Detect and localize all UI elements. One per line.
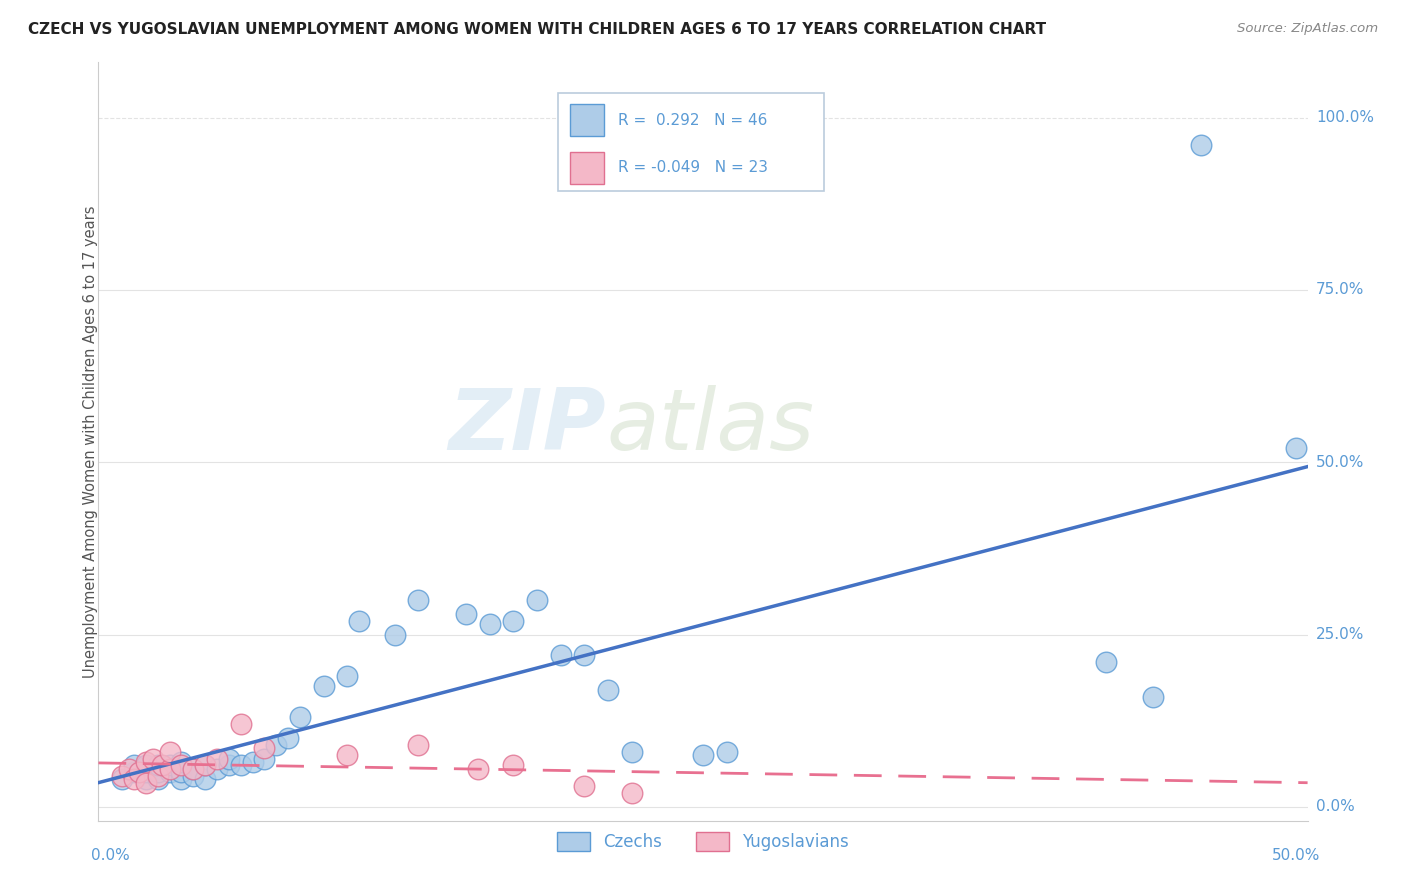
FancyBboxPatch shape bbox=[569, 104, 603, 136]
Point bbox=[122, 765, 145, 780]
Point bbox=[408, 738, 430, 752]
Point bbox=[574, 648, 596, 663]
Point bbox=[1142, 690, 1164, 704]
Point bbox=[135, 765, 157, 780]
Point bbox=[135, 755, 157, 769]
Text: 50.0%: 50.0% bbox=[1271, 848, 1320, 863]
Text: atlas: atlas bbox=[606, 384, 814, 468]
Point bbox=[122, 772, 145, 787]
Text: CZECH VS YUGOSLAVIAN UNEMPLOYMENT AMONG WOMEN WITH CHILDREN AGES 6 TO 17 YEARS C: CZECH VS YUGOSLAVIAN UNEMPLOYMENT AMONG … bbox=[28, 22, 1046, 37]
Text: ZIP: ZIP bbox=[449, 384, 606, 468]
Point bbox=[467, 762, 489, 776]
Point bbox=[598, 682, 620, 697]
Point bbox=[205, 762, 228, 776]
Point bbox=[478, 617, 501, 632]
Point bbox=[181, 762, 204, 776]
Point bbox=[229, 717, 252, 731]
Text: 50.0%: 50.0% bbox=[1316, 455, 1364, 470]
Point bbox=[111, 769, 134, 783]
FancyBboxPatch shape bbox=[558, 93, 824, 191]
Point bbox=[620, 786, 643, 800]
Text: 100.0%: 100.0% bbox=[1316, 110, 1374, 125]
Point bbox=[152, 758, 174, 772]
Point bbox=[159, 758, 181, 772]
Text: 0.0%: 0.0% bbox=[1316, 799, 1354, 814]
Point bbox=[170, 758, 193, 772]
Point bbox=[146, 769, 169, 783]
Point bbox=[159, 765, 181, 780]
Point bbox=[146, 758, 169, 772]
Point bbox=[408, 593, 430, 607]
Point bbox=[277, 731, 299, 745]
Point bbox=[502, 614, 524, 628]
Point bbox=[181, 769, 204, 783]
Point bbox=[288, 710, 311, 724]
Point bbox=[242, 755, 264, 769]
Point bbox=[170, 755, 193, 769]
Point bbox=[502, 758, 524, 772]
Point bbox=[135, 776, 157, 790]
Point bbox=[692, 748, 714, 763]
Point bbox=[574, 779, 596, 793]
Point bbox=[526, 593, 548, 607]
Point bbox=[253, 741, 276, 756]
Point bbox=[1189, 138, 1212, 153]
Point bbox=[264, 738, 287, 752]
Y-axis label: Unemployment Among Women with Children Ages 6 to 17 years: Unemployment Among Women with Children A… bbox=[83, 205, 97, 678]
Point bbox=[135, 772, 157, 787]
Point bbox=[716, 745, 738, 759]
Point bbox=[1095, 655, 1118, 669]
Text: 25.0%: 25.0% bbox=[1316, 627, 1364, 642]
Point bbox=[218, 758, 240, 772]
Point bbox=[170, 772, 193, 787]
Legend: Czechs, Yugoslavians: Czechs, Yugoslavians bbox=[550, 825, 856, 858]
Text: R =  0.292   N = 46: R = 0.292 N = 46 bbox=[619, 112, 768, 128]
Text: 0.0%: 0.0% bbox=[91, 848, 129, 863]
Point bbox=[194, 772, 217, 787]
Point bbox=[146, 765, 169, 780]
Point bbox=[146, 772, 169, 787]
Point bbox=[550, 648, 572, 663]
Point bbox=[181, 762, 204, 776]
Point bbox=[122, 758, 145, 772]
Point bbox=[336, 748, 359, 763]
Text: R = -0.049   N = 23: R = -0.049 N = 23 bbox=[619, 161, 768, 176]
Point bbox=[159, 762, 181, 776]
Point bbox=[135, 758, 157, 772]
Point bbox=[194, 758, 217, 772]
Point bbox=[454, 607, 477, 621]
Point bbox=[312, 679, 335, 693]
Text: Source: ZipAtlas.com: Source: ZipAtlas.com bbox=[1237, 22, 1378, 36]
Point bbox=[218, 751, 240, 765]
Point bbox=[205, 751, 228, 765]
Text: 75.0%: 75.0% bbox=[1316, 283, 1364, 297]
Point bbox=[253, 751, 276, 765]
Point bbox=[1285, 442, 1308, 456]
Point bbox=[384, 627, 406, 641]
Point bbox=[229, 758, 252, 772]
Point bbox=[111, 772, 134, 787]
Point bbox=[159, 745, 181, 759]
Point bbox=[170, 765, 193, 780]
Point bbox=[336, 669, 359, 683]
Point bbox=[142, 751, 165, 765]
Point bbox=[194, 758, 217, 772]
Point bbox=[118, 762, 141, 776]
Point bbox=[347, 614, 370, 628]
Point bbox=[620, 745, 643, 759]
FancyBboxPatch shape bbox=[569, 152, 603, 184]
Point bbox=[128, 765, 150, 780]
